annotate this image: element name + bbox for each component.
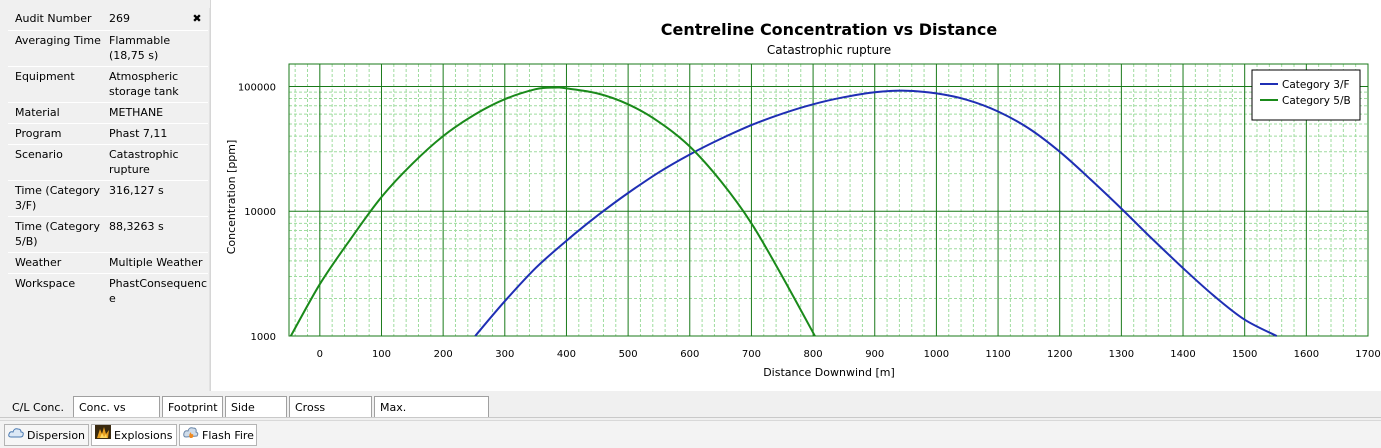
- info-value: 88,3263 s: [109, 220, 164, 233]
- tab-flash-fire-label: Flash Fire: [202, 429, 254, 442]
- info-value: Multiple Weather: [109, 256, 203, 269]
- chart-panel: Centreline Concentration vs Distance Cat…: [210, 0, 1381, 391]
- info-row-scenario: Scenario Catastrophic rupture: [8, 147, 208, 181]
- tab-explosions[interactable]: Explosions: [91, 424, 177, 446]
- info-row-time-5b: Time (Category 5/B) 88,3263 s: [8, 219, 208, 253]
- info-value: Flammable (18,75 s): [109, 34, 171, 62]
- info-row-program: Program Phast 7,11: [8, 126, 208, 144]
- info-value: 316,127 s: [109, 184, 164, 197]
- info-value: PhastConsequence: [109, 277, 208, 305]
- x-tick-label: 700: [742, 349, 761, 360]
- series-lines: [289, 86, 1278, 337]
- chart-subtitle: Catastrophic rupture: [767, 43, 891, 57]
- info-label: Weather: [15, 256, 62, 269]
- x-tick-label: 1300: [1109, 349, 1134, 360]
- module-tabs: Dispersion Explosions Flash Fire: [0, 420, 1381, 448]
- info-row-material: Material METHANE: [8, 105, 208, 123]
- info-label: Program: [15, 127, 62, 140]
- info-label: Audit Number: [15, 12, 92, 25]
- close-icon[interactable]: ✖: [192, 12, 202, 25]
- info-value: Catastrophic rupture: [109, 148, 179, 176]
- info-label: Scenario: [15, 148, 63, 161]
- plot-frame: [288, 63, 1369, 337]
- grid: [288, 63, 1369, 337]
- x-tick-label: 300: [495, 349, 514, 360]
- tab-footprint[interactable]: Footprint: [162, 396, 223, 417]
- x-axis-label: Distance Downwind [m]: [763, 366, 895, 379]
- x-tick-label: 900: [865, 349, 884, 360]
- info-label: Time (Category 5/B): [15, 220, 100, 248]
- y-tick-label: 100000: [238, 82, 276, 93]
- flash-fire-icon: [183, 425, 199, 447]
- plot-area: [289, 64, 1368, 336]
- legend-entry: Category 5/B: [1282, 95, 1351, 107]
- series-line-category-3f: [474, 89, 1278, 337]
- tab-conc-vs-time[interactable]: Conc. vs Time: [73, 396, 160, 435]
- y-axis-label: Concentration [ppm]: [225, 140, 238, 255]
- legend-entry: Category 3/F: [1282, 79, 1350, 91]
- y-tick-label: 10000: [244, 207, 276, 218]
- tab-max-concentration[interactable]: Max. Concentration: [374, 396, 489, 435]
- info-row-equipment: Equipment Atmospheric storage tank: [8, 69, 208, 103]
- info-row-weather: Weather Multiple Weather: [8, 255, 208, 273]
- info-label: Workspace: [15, 277, 76, 290]
- cloud-icon: [8, 425, 24, 447]
- info-label: Material: [15, 106, 60, 119]
- tab-cross-section[interactable]: Cross Section: [289, 396, 372, 435]
- tab-flash-fire[interactable]: Flash Fire: [179, 424, 257, 446]
- x-tick-label: 100: [372, 349, 391, 360]
- legend: Category 3/F Category 5/B: [1251, 69, 1361, 121]
- x-tick-label: 500: [619, 349, 638, 360]
- chart-title: Centreline Concentration vs Distance: [661, 20, 998, 39]
- info-value: 269: [109, 12, 130, 25]
- info-row-time-3f: Time (Category 3/F) 316,127 s: [8, 183, 208, 217]
- x-tick-label: 1500: [1232, 349, 1257, 360]
- y-tick-label: 1000: [251, 332, 276, 343]
- x-tick-label: 1000: [924, 349, 949, 360]
- info-label: Equipment: [15, 70, 75, 83]
- x-tick-label: 200: [434, 349, 453, 360]
- x-tick-label: 0: [317, 349, 323, 360]
- axis-ticks: 0 100 200 300 400 500 600 700 800 900 1000 1100 1200…: [238, 82, 1381, 360]
- x-tick-label: 400: [557, 349, 576, 360]
- explosion-icon: [95, 425, 111, 447]
- tab-dispersion-label: Dispersion: [27, 429, 86, 442]
- concentration-chart: Centreline Concentration vs Distance Cat…: [225, 20, 1381, 379]
- info-value: Phast 7,11: [109, 127, 168, 140]
- tab-explosions-label: Explosions: [114, 429, 173, 442]
- x-tick-label: 800: [804, 349, 823, 360]
- info-row-averaging-time: Averaging Time Flammable (18,75 s): [8, 33, 208, 67]
- panel-splitter[interactable]: [209, 8, 210, 391]
- tab-side-view[interactable]: Side View: [225, 396, 287, 435]
- x-tick-label: 1400: [1170, 349, 1195, 360]
- info-value: Atmospheric storage tank: [109, 70, 179, 98]
- info-label: Time (Category 3/F): [15, 184, 100, 212]
- tab-dispersion[interactable]: Dispersion: [4, 424, 89, 446]
- x-tick-label: 1700: [1355, 349, 1380, 360]
- info-row-workspace: Workspace PhastConsequence: [8, 276, 208, 310]
- chart-view-tabs: C/L Conc. Conc. vs Time Footprint Side V…: [0, 396, 1381, 435]
- x-tick-label: 1600: [1294, 349, 1319, 360]
- x-tick-label: 600: [680, 349, 699, 360]
- info-row-audit-number: Audit Number 269: [8, 11, 208, 29]
- info-value: METHANE: [109, 106, 164, 119]
- series-line-category-5b: [289, 86, 816, 337]
- tab-cl-conc[interactable]: C/L Conc.: [6, 396, 71, 417]
- x-tick-label: 1200: [1047, 349, 1072, 360]
- x-tick-label: 1100: [985, 349, 1010, 360]
- info-panel: ✖ Audit Number 269 Averaging Time Flamma…: [8, 8, 208, 391]
- info-label: Averaging Time: [15, 34, 101, 47]
- legend-box: [1251, 69, 1361, 121]
